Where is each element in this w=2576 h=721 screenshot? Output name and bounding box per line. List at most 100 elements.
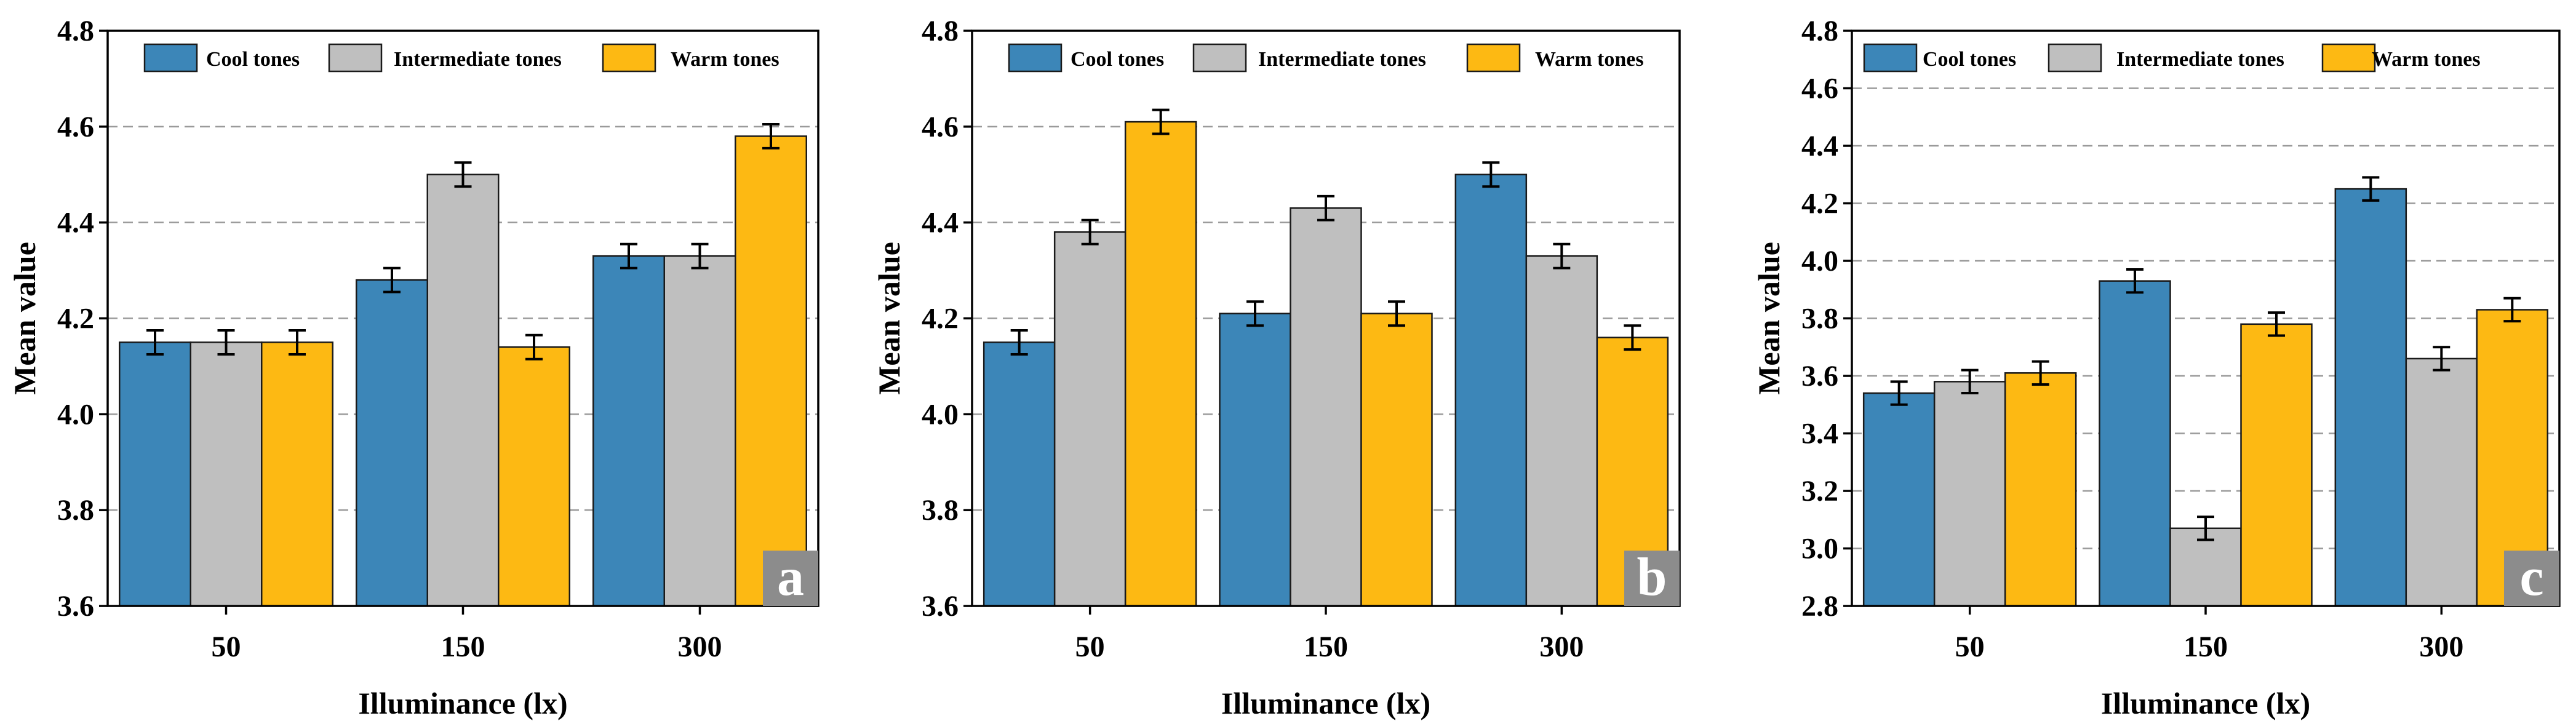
- error-bar: [383, 266, 401, 293]
- legend-swatch: [1192, 43, 1247, 73]
- error-bar: [1152, 108, 1170, 135]
- bar: [983, 341, 1056, 607]
- bar: [2099, 280, 2171, 607]
- error-bar: [1081, 218, 1099, 245]
- y-tick-label: 4.0: [1801, 245, 1838, 277]
- y-tick-label: 3.6: [57, 590, 94, 623]
- x-tick-label: 50: [1955, 631, 1985, 663]
- panel-letter-badge: [2504, 551, 2559, 606]
- x-tick-label: 50: [1075, 631, 1105, 663]
- legend-label: Cool tones: [1071, 48, 1164, 71]
- bar: [2004, 372, 2077, 607]
- y-tick-label: 4.0: [922, 398, 959, 431]
- panel-letter: c: [2519, 548, 2543, 607]
- bar: [1454, 173, 1528, 607]
- bar: [261, 341, 333, 607]
- y-tick-label: 4.0: [57, 398, 94, 431]
- error-bar: [1246, 300, 1264, 327]
- error-bar: [2503, 297, 2521, 323]
- error-bar: [2268, 311, 2285, 337]
- error-bar: [762, 122, 780, 149]
- bar: [2169, 527, 2242, 607]
- bar: [1525, 255, 1598, 607]
- y-tick-label: 3.8: [922, 494, 959, 527]
- legend-swatch: [1008, 43, 1063, 73]
- x-tick-label: 150: [1304, 631, 1348, 663]
- y-tick-label: 4.6: [922, 111, 959, 143]
- y-tick-label: 2.8: [1801, 590, 1838, 623]
- y-tick-label: 3.6: [922, 590, 959, 623]
- legend-label: Intermediate tones: [1258, 48, 1426, 71]
- legend-label: Intermediate tones: [2116, 48, 2284, 71]
- chart-panel-c: 2.8 3.0 3.2 3.4 3.6 3.8 4.0 4.2 4.4 4.6 4.8 50 150 30…: [1752, 15, 2561, 720]
- bar: [663, 255, 736, 607]
- y-axis-title: Mean value: [1752, 242, 1786, 395]
- legend-label: Warm tones: [671, 48, 780, 71]
- y-axis-title: Mean value: [872, 242, 906, 395]
- error-bar: [1010, 329, 1028, 356]
- legend-swatch: [1863, 43, 1918, 73]
- y-tick-label: 4.8: [57, 15, 94, 47]
- error-bar: [620, 242, 637, 269]
- error-bar: [691, 242, 709, 269]
- bar: [1290, 207, 1362, 607]
- y-tick-label: 4.4: [1801, 130, 1838, 162]
- panel-letter-badge: [763, 551, 818, 606]
- y-tick-label: 4.2: [922, 303, 959, 335]
- error-bar: [289, 329, 306, 356]
- bar: [1862, 392, 1936, 607]
- error-bar: [2032, 360, 2049, 386]
- error-bar: [1624, 324, 1641, 351]
- y-tick-label: 4.4: [922, 207, 959, 239]
- bar: [426, 173, 500, 607]
- legend-swatch: [1466, 43, 1521, 73]
- legend-swatch: [2048, 43, 2102, 73]
- error-bar: [1317, 194, 1334, 221]
- error-bar: [2362, 176, 2380, 202]
- panel-letter-badge: [1624, 551, 1680, 606]
- legend-label: Cool tones: [1923, 48, 2016, 71]
- x-tick-label: 300: [1539, 631, 1584, 663]
- error-bar: [2197, 516, 2214, 541]
- error-bar: [217, 329, 235, 356]
- legend-swatch: [143, 43, 198, 73]
- bar: [119, 341, 191, 607]
- error-bar: [454, 161, 472, 188]
- y-tick-label: 4.8: [922, 15, 959, 47]
- chart-panel-b: 3.6 3.8 4.0 4.2 4.4 4.6 4.8 50 150 300 Illuminance…: [872, 15, 1681, 720]
- bar: [498, 346, 570, 607]
- y-tick-label: 4.2: [1801, 188, 1838, 220]
- x-axis-title: Illuminance (lx): [358, 686, 567, 720]
- bar: [592, 255, 665, 607]
- y-tick-label: 3.4: [1801, 418, 1838, 450]
- x-tick-label: 150: [441, 631, 485, 663]
- bar: [2240, 323, 2313, 607]
- bar: [189, 341, 263, 607]
- legend-label: Warm tones: [2372, 48, 2481, 71]
- bar: [1053, 231, 1127, 607]
- x-axis-title: Illuminance (lx): [1221, 686, 1430, 720]
- y-tick-label: 4.8: [1801, 15, 1838, 47]
- error-bar: [1961, 368, 1979, 395]
- legend-swatch: [2321, 43, 2376, 73]
- y-tick-label: 3.8: [1801, 303, 1838, 335]
- error-bar: [1553, 242, 1571, 269]
- y-tick-label: 4.6: [57, 111, 94, 143]
- bar: [735, 135, 807, 607]
- panel-letter: a: [777, 548, 804, 607]
- legend-swatch: [328, 43, 383, 73]
- x-tick-label: 150: [2183, 631, 2228, 663]
- bar: [1933, 381, 2006, 607]
- y-tick-label: 4.4: [57, 207, 94, 239]
- error-bar: [2126, 268, 2143, 294]
- legend-swatch: [602, 43, 656, 73]
- error-bar: [2433, 346, 2450, 372]
- bar: [2334, 188, 2407, 607]
- legend-label: Cool tones: [206, 48, 300, 71]
- panel-letter: b: [1637, 548, 1667, 607]
- bar: [1124, 121, 1197, 607]
- error-bar: [1482, 161, 1500, 188]
- x-axis-title: Illuminance (lx): [2101, 686, 2310, 720]
- legend-label: Intermediate tones: [394, 48, 562, 71]
